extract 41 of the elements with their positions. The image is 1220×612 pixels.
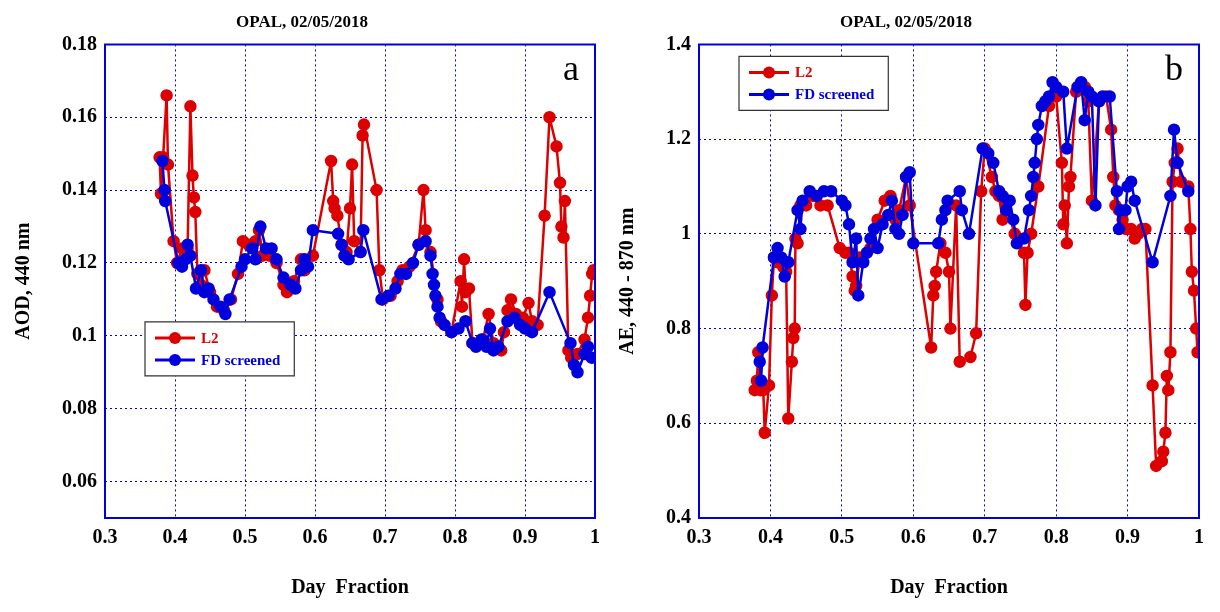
legend-label: FD screened — [201, 351, 281, 368]
y-tick-label: 0.06 — [62, 468, 97, 491]
x-tick-label: 0.8 — [442, 525, 468, 548]
chart-title: OPAL, 02/05/2018 — [840, 11, 972, 31]
legend-label: L2 — [201, 329, 219, 346]
chart-title: OPAL, 02/05/2018 — [236, 11, 368, 31]
y-tick-label: 1 — [681, 221, 691, 244]
x-tick-label: 0.5 — [232, 525, 258, 548]
y-tick-label: 0.4 — [666, 505, 691, 528]
y-axis-title: AE, 440 - 870 nm — [615, 207, 638, 355]
x-tick-label: 0.4 — [757, 525, 783, 548]
y-tick-label: 0.16 — [62, 104, 97, 127]
x-tick-label: 0.3 — [686, 525, 712, 548]
y-tick-label: 0.6 — [666, 410, 691, 433]
y-tick-label: 0.08 — [62, 395, 97, 418]
annotation: a — [563, 47, 580, 88]
y-tick-label: 0.18 — [62, 31, 97, 54]
y-tick-label: 0.8 — [666, 315, 691, 338]
x-tick-label: 0.4 — [162, 525, 188, 548]
x-tick-label: 1 — [1194, 525, 1204, 548]
x-tick-label: 0.6 — [900, 525, 926, 548]
x-tick-label: 0.8 — [1043, 525, 1069, 548]
x-tick-label: 0.7 — [372, 525, 398, 548]
y-tick-label: 0.1 — [72, 323, 97, 346]
annotation: b — [1165, 47, 1183, 88]
x-axis-title: Day Fraction — [890, 575, 1008, 599]
legend-label: FD screened — [795, 86, 875, 103]
x-tick-label: 0.5 — [829, 525, 855, 548]
x-tick-label: 0.9 — [512, 525, 538, 548]
x-tick-label: 0.7 — [972, 525, 998, 548]
y-tick-label: 1.2 — [666, 126, 691, 149]
y-tick-label: 1.4 — [666, 31, 691, 54]
y-tick-label: 0.14 — [62, 177, 97, 200]
x-tick-label: 0.9 — [1115, 525, 1141, 548]
y-tick-label: 0.12 — [62, 250, 97, 273]
x-axis-title: Day Fraction — [291, 575, 409, 599]
legend-label: L2 — [795, 64, 813, 81]
x-tick-label: 1 — [590, 525, 600, 548]
y-axis-title: AOD, 440 nm — [11, 222, 34, 340]
x-tick-label: 0.3 — [92, 525, 118, 548]
x-tick-label: 0.6 — [302, 525, 328, 548]
